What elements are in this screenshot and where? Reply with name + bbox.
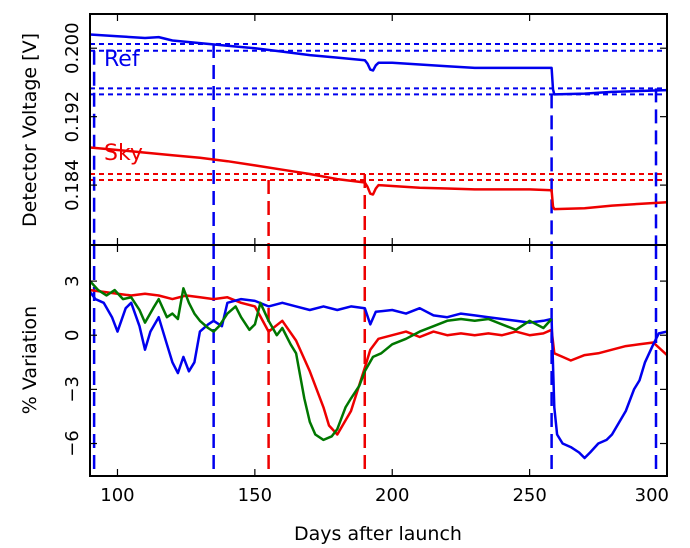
bottom-y-axis-label: % Variation xyxy=(19,306,41,414)
x-tick-label: 100 xyxy=(100,485,134,506)
top-panel: 0.184 0.192 0.200 Ref Sky Detector Voltage… xyxy=(19,13,668,246)
y-tick-label: −6 xyxy=(62,430,83,457)
y-tick-label: 3 xyxy=(62,275,83,286)
x-tick-label: 150 xyxy=(238,485,272,506)
top-plot-frame xyxy=(89,13,668,246)
sky-series-label: Sky xyxy=(104,141,143,166)
series-line-0 xyxy=(90,33,667,96)
series-line-2 xyxy=(90,280,553,442)
series-line-1 xyxy=(90,291,667,460)
top-y-axis-label: Detector Voltage [V] xyxy=(19,33,41,227)
y-tick-label: 0.192 xyxy=(62,91,83,143)
ref-series-label: Ref xyxy=(104,47,141,72)
bottom-plot-frame xyxy=(89,244,668,477)
x-tick-label: 200 xyxy=(375,485,409,506)
y-tick-label: 0.200 xyxy=(62,22,83,74)
series-line-0 xyxy=(90,288,667,436)
bottom-panel: −6 −3 0 3 100 150 200 250 300 % Variation Days … xyxy=(19,14,669,545)
y-tick-label: −3 xyxy=(62,376,83,403)
x-tick-label: 250 xyxy=(512,485,546,506)
series-line-1 xyxy=(90,146,667,211)
x-axis-label: Days after launch xyxy=(294,523,462,545)
x-tick-label: 300 xyxy=(635,485,669,506)
y-tick-label: 0 xyxy=(62,330,83,341)
y-tick-label: 0.184 xyxy=(62,159,83,211)
